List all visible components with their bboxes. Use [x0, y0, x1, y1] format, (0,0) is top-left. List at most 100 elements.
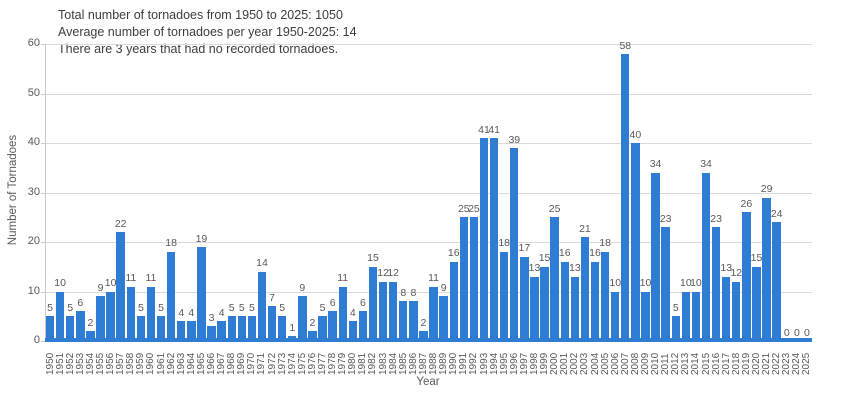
bar-value-label: 5 — [47, 301, 53, 314]
bar-value-label: 0 — [783, 326, 790, 339]
bar-2004 — [590, 261, 600, 342]
bar-value-label: 4 — [218, 306, 225, 319]
chart-annotations: Total number of tornadoes from 1950 to 2… — [58, 7, 357, 58]
bar-2015 — [701, 172, 711, 342]
bar-1996 — [510, 148, 519, 342]
y-tick-label: 20 — [27, 235, 40, 248]
bar-value-label: 16 — [447, 247, 460, 260]
bar-value-label: 13 — [720, 262, 733, 275]
bar-value-label: 5 — [228, 301, 235, 314]
bar-1955 — [96, 296, 105, 342]
bar-1979 — [338, 286, 347, 342]
bar-value-label: 6 — [329, 296, 336, 309]
bar-2016 — [711, 227, 721, 342]
year-tick-label: 1972 — [266, 352, 278, 375]
bar-1986 — [409, 301, 418, 342]
y-tick-mark — [41, 291, 45, 293]
bar-value-label: 24 — [770, 207, 783, 220]
bar-value-label: 0 — [804, 326, 810, 339]
bar-value-label: 10 — [54, 277, 66, 290]
bar-1990 — [449, 261, 458, 342]
bar-value-label: 40 — [629, 128, 642, 141]
bar-1976 — [308, 331, 317, 342]
bar-value-label: 11 — [337, 272, 349, 285]
year-tick-label: 1992 — [468, 352, 480, 375]
bar-value-label: 7 — [269, 291, 275, 304]
annotation-total: Total number of tornadoes from 1950 to 2… — [58, 8, 343, 22]
bar-value-label: 15 — [367, 252, 379, 265]
bar-value-label: 5 — [137, 301, 144, 314]
bar-2002 — [570, 276, 580, 342]
bar-1980 — [348, 321, 357, 342]
bar-value-label: 4 — [349, 306, 356, 319]
bar-value-label: 16 — [558, 247, 571, 260]
y-tick-label: 0 — [33, 334, 40, 346]
bar-1992 — [469, 217, 479, 342]
annotation-zero-years: There are 3 years that had no recorded t… — [58, 42, 339, 56]
bar-value-label: 6 — [359, 296, 366, 309]
bar-value-label: 58 — [619, 39, 632, 52]
bar-value-label: 15 — [538, 252, 551, 265]
bar-1961 — [156, 316, 166, 342]
bar-value-label: 5 — [238, 301, 245, 314]
bar-2019 — [742, 212, 751, 342]
year-tick-label: 1983 — [377, 352, 389, 375]
bar-value-label: 23 — [659, 212, 672, 225]
y-tick-label: 10 — [27, 284, 40, 297]
bar-1991 — [459, 217, 468, 342]
bar-1997 — [520, 256, 529, 342]
bar-value-label: 41 — [488, 123, 500, 136]
bar-1998 — [530, 276, 539, 342]
bar-value-label: 9 — [97, 281, 104, 294]
bar-2012 — [671, 316, 680, 342]
bar-1999 — [540, 266, 549, 342]
bar-value-label: 39 — [508, 133, 521, 146]
bar-value-label: 25 — [457, 202, 470, 215]
bar-value-label: 16 — [589, 247, 601, 260]
year-tick-label: 1961 — [155, 352, 167, 375]
year-tick-label: 1971 — [256, 352, 268, 375]
y-tick-label: 60 — [27, 37, 40, 50]
bar-2011 — [661, 227, 670, 342]
bar-value-label: 8 — [410, 286, 417, 299]
bar-value-label: 3 — [208, 311, 215, 324]
bar-2021 — [762, 197, 771, 342]
bar-2003 — [580, 237, 590, 342]
bar-2013 — [681, 291, 691, 342]
x-axis-baseline — [45, 338, 812, 342]
bar-1964 — [187, 321, 196, 342]
bar-value-label: 10 — [639, 277, 652, 290]
x-axis-title: Year — [416, 376, 440, 388]
year-tick-label: 2025 — [801, 352, 813, 375]
bar-1969 — [237, 316, 246, 342]
bar-1962 — [166, 251, 176, 342]
bar-value-label: 25 — [548, 202, 561, 215]
bar-1950 — [45, 316, 55, 342]
bar-value-label: 11 — [145, 272, 157, 285]
y-tick-mark — [41, 192, 45, 194]
bar-value-label: 23 — [710, 212, 722, 225]
year-tick-label: 2015 — [700, 352, 712, 375]
y-axis-line — [45, 44, 46, 342]
bar-1953 — [76, 311, 85, 342]
bar-1977 — [318, 316, 327, 342]
bar-1983 — [378, 281, 388, 342]
bar-1975 — [298, 296, 307, 342]
bar-1981 — [358, 311, 368, 342]
year-tick-label: 1982 — [367, 352, 379, 375]
bar-value-label: 21 — [579, 222, 591, 235]
bar-2010 — [651, 172, 660, 342]
year-tick-label: 2003 — [579, 352, 591, 375]
bar-value-label: 34 — [649, 158, 662, 171]
bar-value-label: 11 — [428, 272, 439, 285]
bar-2005 — [600, 251, 610, 342]
bar-value-label: 17 — [518, 242, 531, 255]
y-tick-label: 40 — [27, 136, 40, 149]
bar-value-label: 25 — [468, 202, 480, 215]
bar-value-label: 19 — [195, 232, 208, 245]
bar-value-label: 18 — [498, 237, 511, 250]
bar-1966 — [207, 326, 216, 342]
year-tick-label: 1951 — [54, 352, 66, 375]
bar-value-label: 10 — [609, 277, 622, 290]
bar-1952 — [66, 316, 75, 342]
